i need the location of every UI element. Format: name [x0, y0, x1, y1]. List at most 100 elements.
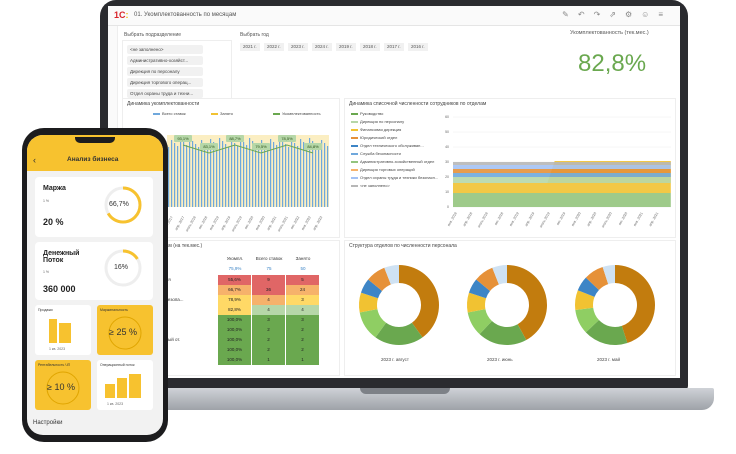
year-option[interactable]: 2022 г.: [264, 43, 284, 51]
headcount-bar: [270, 139, 272, 207]
year-option[interactable]: 2019 г.: [336, 43, 356, 51]
year-option[interactable]: 2018 г.: [360, 43, 380, 51]
headcount-bar: [252, 141, 254, 207]
headcount-bar: [180, 139, 182, 207]
sales-tile[interactable]: Продажи 1 кв. 2023: [35, 305, 91, 355]
donut-slice: [602, 265, 615, 285]
headcount-bar: [276, 145, 278, 207]
net-profit-tile[interactable]: Рентабельность ЧП ≥ 10 %: [35, 360, 91, 410]
headcount-bar: [321, 140, 323, 207]
headcount-bar: [222, 141, 224, 207]
flow-bar: [117, 378, 127, 398]
y-tick-label: 0: [447, 205, 449, 209]
headcount-bar: [309, 138, 311, 207]
year-option[interactable]: 2017 г.: [384, 43, 404, 51]
value-cell: 5: [286, 275, 319, 285]
donut-slice: [585, 266, 609, 290]
undo-icon[interactable]: ↶: [577, 10, 594, 19]
unit-chip[interactable]: Административно-хозяйст...×: [127, 56, 203, 65]
legend-item: <не заполнено>: [351, 183, 390, 188]
margin-value: 20 %: [43, 217, 64, 227]
unit-chip[interactable]: Отдел охраны труда и техни...×: [127, 89, 203, 98]
legend-label: Административно-хозяйственный отдел: [360, 159, 435, 164]
headcount-bar: [267, 146, 269, 207]
y-tick-label: 50: [445, 130, 449, 134]
value-cell: 82,8%: [218, 305, 251, 315]
year-option[interactable]: 2024 г.: [312, 43, 332, 51]
headcount-bar: [264, 143, 266, 207]
year-option[interactable]: 2021 г.: [240, 43, 260, 51]
cashflow-ring-value: 16%: [114, 264, 129, 271]
y-tick-label: 10: [445, 190, 449, 194]
value-cell: 66,7%: [218, 285, 251, 295]
value-cell: 55,6%: [218, 275, 251, 285]
cashflow-title: Денежный Поток: [43, 250, 80, 264]
staffing-line: [182, 144, 314, 154]
value-cell: 2: [286, 345, 319, 355]
donut-slice: [359, 292, 379, 313]
donut-slice: [360, 279, 383, 299]
legend-swatch: [351, 176, 358, 179]
operating-flow-tile[interactable]: Операционный поток 1 кв. 2023: [97, 360, 153, 410]
back-icon[interactable]: ‹: [33, 155, 36, 165]
table-totals: 75,9% 75 50: [132, 264, 340, 274]
x-tick-label: апр. 2023: [312, 215, 323, 230]
donut-slice: [585, 320, 628, 345]
settings-link[interactable]: Настройки: [33, 420, 63, 426]
headcount-area: [453, 193, 671, 207]
donut-slice: [575, 290, 595, 311]
legend-label: Финансовая дирекция: [360, 127, 402, 132]
headcount-bar: [294, 143, 296, 207]
phone-title: Анализ бизнеса: [67, 156, 119, 163]
menu-icon[interactable]: ≡: [658, 10, 672, 19]
unit-filter-label: Выбрать подразделение: [124, 32, 182, 38]
headcount-bar: [171, 140, 173, 207]
x-tick-label: апр. 2019: [524, 211, 535, 226]
table-row[interactable]: 82,8% 4 4: [132, 305, 340, 315]
headcount-bar: [168, 147, 170, 207]
margin-card[interactable]: Маржа 1 % 20 % 66,7%: [35, 177, 153, 237]
pencil-icon[interactable]: ✎: [562, 10, 578, 19]
dashboard-screen: 1С: 01. Укомплектованность по месяцам ✎↶…: [108, 6, 680, 378]
headcount-bar: [300, 139, 302, 207]
table-header: Укомпл. Всего ставок Занято: [132, 254, 340, 264]
year-filter-label: Выбрать год: [240, 32, 269, 38]
external-link-icon[interactable]: ⇗: [609, 10, 625, 19]
headcount-bar: [318, 147, 320, 207]
value-cell: 24: [286, 285, 319, 295]
legend-item: Юридический отдел: [351, 135, 397, 140]
x-tick-label: апр. 2021: [266, 215, 277, 230]
donut-slice: [359, 309, 387, 338]
year-option[interactable]: 2016 г.: [408, 43, 428, 51]
legend-swatch: [351, 144, 358, 147]
redo-icon[interactable]: ↷: [593, 10, 610, 19]
cashflow-card[interactable]: Денежный Поток 1 % 360 000 16%: [35, 242, 153, 300]
point-label: 83,1%: [203, 144, 215, 149]
unit-chip[interactable]: Дирекция торгового операц...×: [127, 78, 203, 87]
kpi-label: Укомплектованность (тек.мес.): [570, 30, 649, 36]
margin-tile[interactable]: Маржинальность ≥ 25 %: [97, 305, 153, 355]
avatar-icon[interactable]: ☺: [641, 10, 659, 19]
x-tick-label: окт. 2018: [198, 215, 209, 230]
sales-tile-sub: 1 кв. 2023: [49, 347, 66, 351]
cashflow-ring: [104, 249, 142, 287]
cashflow-mini: 1 %: [43, 270, 50, 274]
operating-flow-tile-title: Операционный поток: [100, 363, 135, 367]
headcount-bar: [201, 140, 203, 207]
value-cell: 100,0%: [218, 315, 251, 325]
headcount-bar: [288, 147, 290, 207]
unit-chip[interactable]: <не заполнено>×: [127, 45, 203, 54]
settings-icon[interactable]: ⚙: [624, 10, 642, 19]
unit-filter[interactable]: <не заполнено>× Административно-хозяйст.…: [122, 40, 232, 100]
x-tick-label: окт. 2020: [244, 215, 255, 230]
donut-caption: 2023 г. август: [381, 357, 409, 362]
structure-title: Структура отделов по численности персона…: [349, 243, 457, 249]
year-option[interactable]: 2023 г.: [288, 43, 308, 51]
unit-chip[interactable]: Дирекция по персоналу×: [127, 67, 203, 76]
laptop-base: [86, 388, 714, 410]
legend-item: Руководство: [351, 111, 383, 116]
value-cell: 3: [286, 315, 319, 325]
app-logo[interactable]: 1С:: [114, 10, 129, 20]
donut-slice: [467, 309, 492, 335]
legend-label: Отдел технического обслуживан...: [360, 143, 424, 148]
